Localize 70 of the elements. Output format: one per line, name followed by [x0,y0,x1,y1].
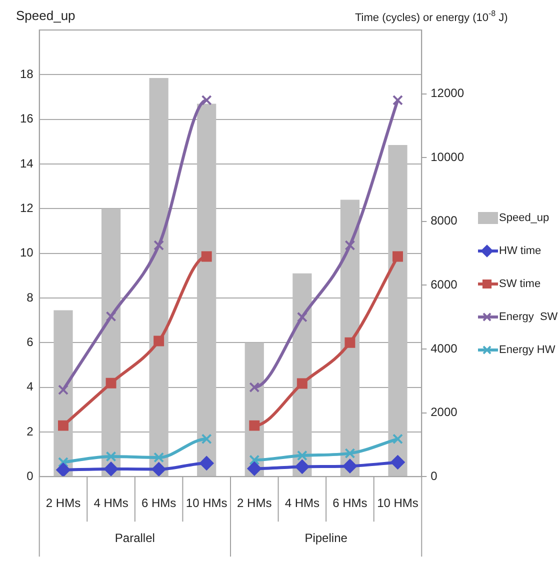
point [201,434,212,444]
bar [197,104,216,476]
point [154,336,164,346]
point [106,311,116,322]
y-tick-label: 6 [26,334,34,349]
point [342,459,357,474]
y2-tick-label: 10000 [430,150,464,164]
x-tick-label: 10 HMs [377,496,418,510]
point [201,94,212,106]
point [296,312,308,322]
bar [149,78,168,476]
y2-tick-label: 4000 [430,341,458,356]
point [58,420,68,431]
point [392,434,403,444]
bar [388,145,408,476]
point [56,462,70,477]
point [154,452,164,463]
point [58,384,68,396]
point [249,420,260,431]
bar [340,200,360,476]
point [152,462,166,476]
point [392,251,403,262]
y-tick-label: 12 [20,200,34,215]
y-tick-label: 14 [20,156,34,170]
y-tick-label: 2 [26,424,34,438]
point [104,462,118,476]
y-tick-label: 4 [26,380,34,394]
point [201,251,212,262]
legend-label: Energy SW [499,311,558,324]
point [247,462,262,476]
y2-tick-label: 0 [430,468,438,483]
y-axis-title: Speed_up [16,8,76,23]
point [106,378,116,388]
point [295,460,310,474]
point [344,448,356,459]
legend-label: Speed_up [499,212,550,224]
y2-tick-label: 12000 [430,86,464,100]
x-tick-label: 6 HMs [332,496,368,510]
point [296,450,308,461]
point [106,451,116,462]
point [344,337,356,348]
y-tick-label: 8 [26,290,34,304]
point [249,382,260,393]
y-tick-label: 16 [20,112,34,126]
point [390,455,405,470]
text: Parallel [114,530,155,545]
legend-label: HW time [499,245,542,258]
y2-tick-label: 2000 [430,405,458,420]
bar [101,208,121,476]
x-tick-label: 4 HMs [284,496,320,510]
point [58,457,68,468]
point [249,454,260,466]
point [392,94,403,106]
x-tick-label: 10 HMs [186,496,228,510]
x-tick-label: 6 HMs [141,496,176,510]
x-tick-label: 2 HMs [46,496,81,510]
legend-label: SW time [499,278,541,290]
text: Pipeline [304,530,348,545]
y2-tick-label: 8000 [430,214,458,228]
y-tick-label: 10 [20,246,34,260]
point [154,240,164,251]
x-tick-label: 2 HMs [237,496,272,510]
y-tick-label: 18 [20,66,34,81]
y-tick-label: 0 [26,468,34,483]
y2-tick-label: 6000 [430,278,458,292]
legend-label: Energy HW [499,344,556,356]
point [344,240,356,251]
x-tick-label: 4 HMs [94,496,128,510]
point [200,456,214,470]
point [296,378,308,389]
